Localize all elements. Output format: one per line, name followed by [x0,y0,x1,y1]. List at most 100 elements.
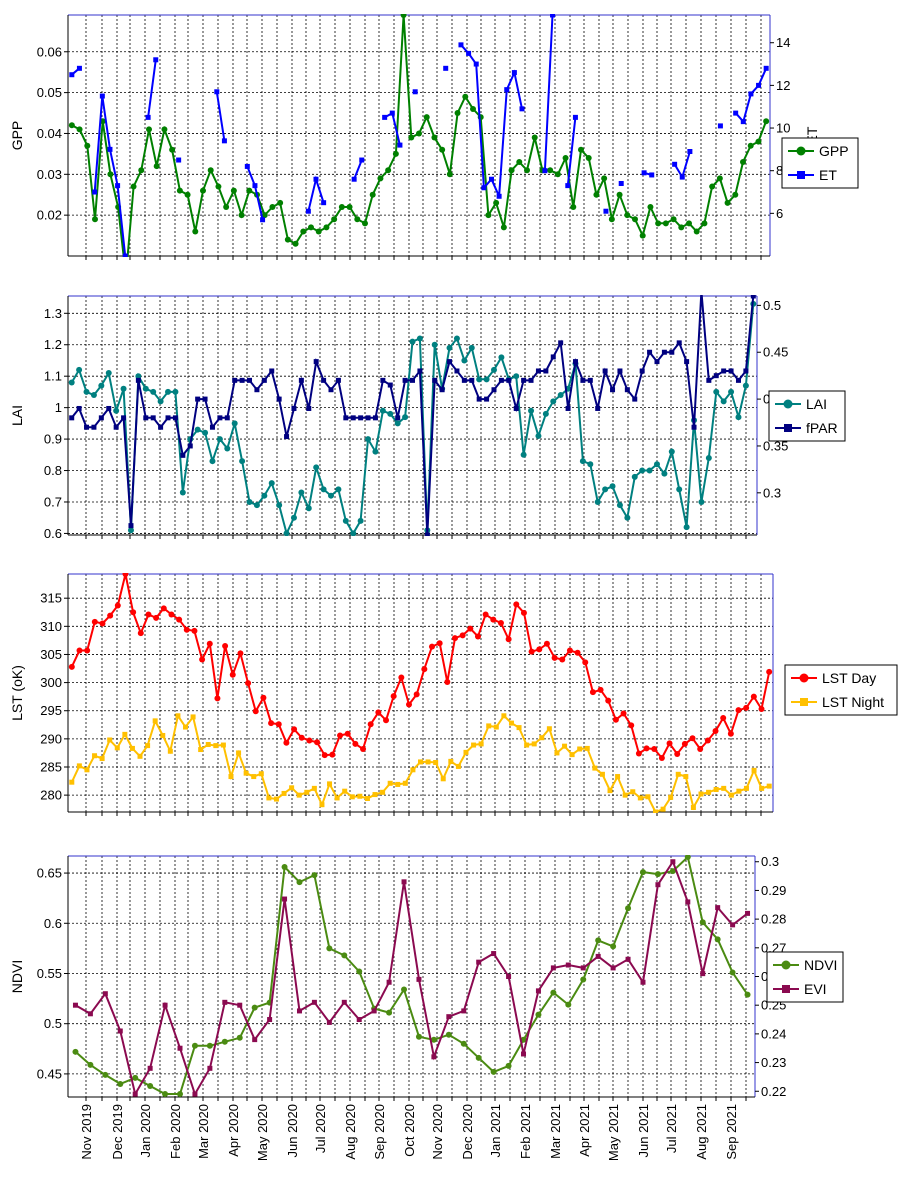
data-point [691,424,697,430]
data-point [406,701,413,708]
data-point [715,905,721,911]
data-point [640,979,646,985]
data-point [624,387,630,393]
data-point [290,514,297,521]
y-axis-label: LST (oK) [9,665,25,721]
x-tick-label: May 2021 [606,1104,621,1161]
data-point [756,82,762,88]
data-point [425,759,431,765]
data-point [260,217,266,223]
data-point [76,405,82,411]
data-point [603,208,609,214]
data-point [766,668,773,675]
data-point [143,415,149,421]
data-point [470,105,476,112]
data-point [513,405,519,411]
data-point [315,228,322,235]
data-point [733,110,739,116]
data-point [122,573,129,577]
data-point [469,377,475,383]
data-point [313,176,319,182]
data-point [175,713,181,719]
legend-marker [784,424,792,432]
data-point [609,483,616,490]
x-tick-label: Oct 2020 [402,1104,417,1157]
data-point [145,743,151,749]
data-point [763,118,770,125]
data-point [451,635,458,642]
data-point [550,989,557,996]
data-point [508,167,515,174]
x-tick-label: Jul 2021 [664,1104,679,1153]
data-point [501,713,507,719]
data-point [209,424,215,430]
x-tick-label: Mar 2020 [196,1104,211,1159]
series-et [69,14,769,257]
data-point [616,191,623,198]
data-point [87,1011,93,1017]
data-point [220,742,226,748]
data-point [138,167,145,174]
data-point [269,203,276,210]
data-point [165,388,172,395]
legend-label: LST Day [822,670,876,686]
data-point [490,616,497,623]
series-fpar [69,295,756,536]
data-point [612,716,619,723]
x-axis-month-labels: Nov 2019 Dec 2019 Jan 2020 Feb 2020 Mar 2020… [79,1104,739,1161]
data-point [412,89,418,95]
data-point [202,396,208,402]
data-point [298,377,304,383]
data-point [676,486,683,493]
data-point [224,445,231,452]
data-point [443,65,449,71]
data-point [160,605,167,612]
data-point [202,429,209,436]
data-point [535,1011,542,1018]
data-point [570,203,577,210]
data-point [550,354,556,360]
data-point [194,426,201,433]
x-tick-label: Jul 2020 [313,1104,328,1153]
data-point [684,855,691,861]
data-point [395,781,401,787]
data-point [743,368,749,374]
y-axis-label: NDVI [9,960,25,993]
data-point [572,359,578,365]
data-point [683,774,689,780]
x-tick-label: Jun 2021 [636,1104,651,1158]
data-point [610,387,616,393]
data-point [356,968,363,975]
y2-tick-label: 0.29 [761,883,786,898]
data-point [390,693,397,700]
plot-area [68,574,773,812]
data-point [268,480,275,487]
data-point [357,793,363,799]
data-point [308,224,314,231]
data-point [298,734,305,741]
data-point [505,636,512,643]
data-point [224,415,230,421]
data-point [454,368,460,374]
data-point [628,722,635,729]
data-point [76,65,82,71]
data-point [167,748,173,754]
x-tick-label: Aug 2021 [694,1104,709,1160]
data-point [742,382,749,389]
y2-tick-label: 12 [776,78,790,93]
data-point [354,216,361,223]
data-point [493,199,500,206]
data-point [343,415,349,421]
data-point [176,616,183,623]
data-point [192,1091,198,1097]
data-point [158,424,164,430]
y2-tick-label: 0.5 [763,298,781,313]
data-point [362,220,368,227]
data-point [431,1054,437,1060]
data-point [334,795,340,801]
data-point [117,1080,124,1087]
data-point [647,349,653,355]
data-point [550,14,556,18]
data-point [607,788,613,794]
data-point [428,643,435,650]
